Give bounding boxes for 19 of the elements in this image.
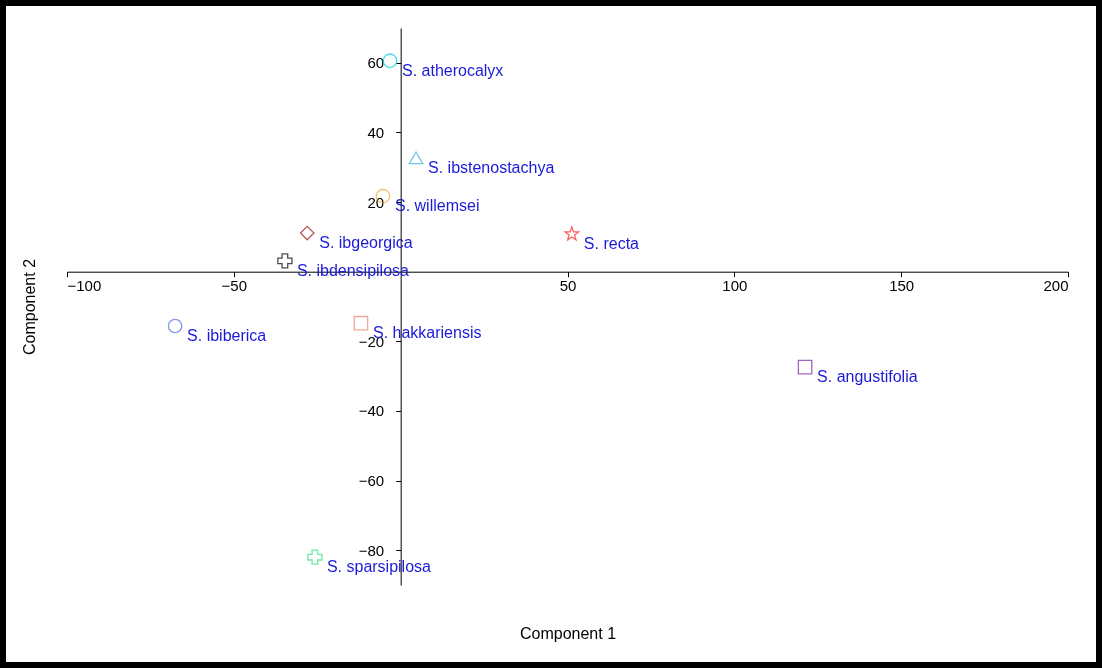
x-tick-label: 50	[559, 277, 577, 295]
series-label: S. recta	[583, 235, 640, 253]
x-tick-label: 100	[722, 277, 748, 295]
y-tick-label: 20	[367, 193, 385, 211]
x-tick-label: −50	[221, 277, 248, 295]
y-tick-label: 60	[367, 54, 385, 72]
x-tick-label: 150	[889, 277, 915, 295]
y-axis-title: Component 2	[20, 258, 38, 356]
series-label: S. ibiberica	[187, 326, 267, 344]
x-tick-label: 200	[1043, 277, 1069, 295]
series-label: S. atherocalyx	[401, 61, 504, 79]
x-tick-label: −100	[67, 277, 102, 295]
x-axis-title: Component 1	[519, 624, 617, 642]
y-tick-label: −60	[358, 472, 385, 490]
series-label: S. angustifolia	[817, 368, 918, 386]
series-label: S. ibstenostachya	[428, 158, 555, 176]
y-tick-label: 40	[367, 123, 385, 141]
y-tick-label: −40	[358, 402, 385, 420]
y-tick-label: −80	[358, 541, 385, 559]
